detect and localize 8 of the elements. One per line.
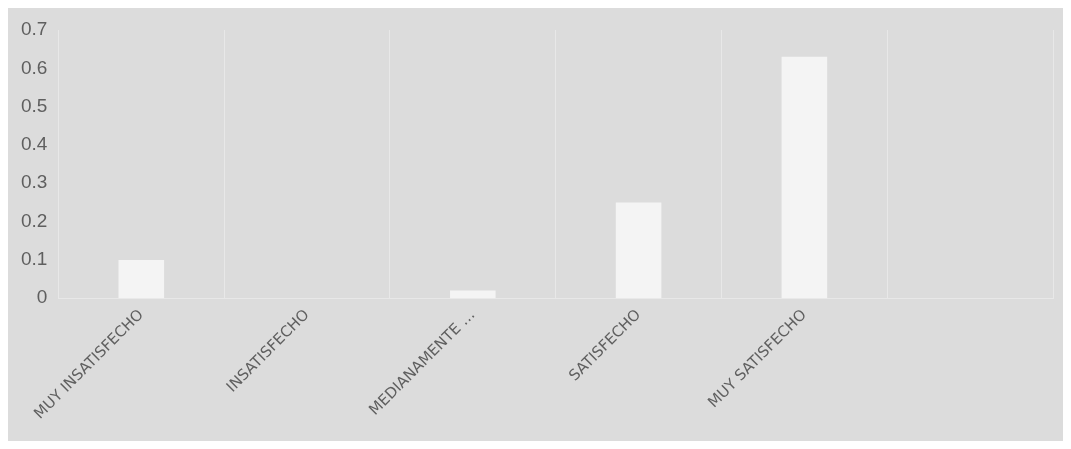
y-tick-label: 0.2 bbox=[20, 209, 48, 231]
y-tick-label: 0.5 bbox=[20, 94, 48, 116]
y-tick-label: 0.7 bbox=[20, 18, 48, 40]
y-tick-label: 0.1 bbox=[20, 248, 48, 270]
y-tick-label: 0 bbox=[36, 286, 48, 308]
y-tick-label: 0.3 bbox=[20, 171, 48, 193]
y-tick-label: 0.6 bbox=[20, 56, 48, 78]
y-tick-label: 0.4 bbox=[20, 133, 48, 155]
